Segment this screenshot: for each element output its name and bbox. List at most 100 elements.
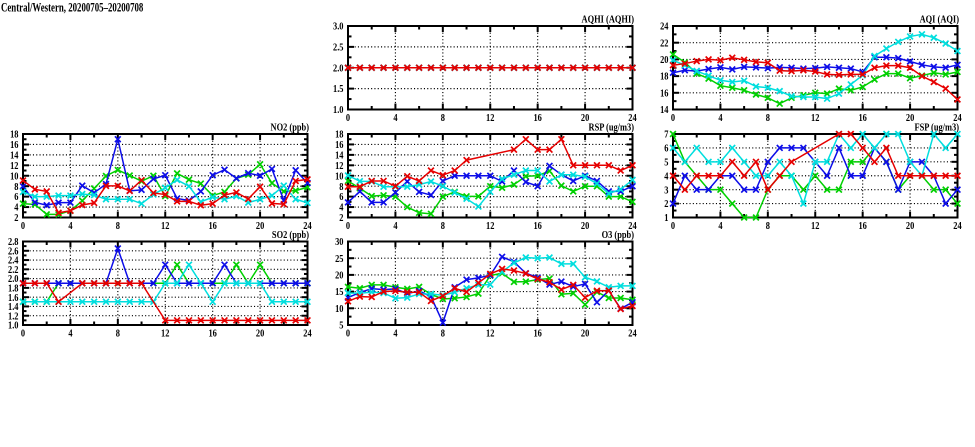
svg-text:0: 0 [21, 329, 25, 340]
svg-text:4: 4 [393, 221, 397, 232]
svg-text:12: 12 [161, 221, 170, 232]
svg-text:24: 24 [628, 329, 637, 340]
svg-text:RSP (ug/m3): RSP (ug/m3) [589, 122, 634, 134]
svg-text:8: 8 [441, 329, 445, 340]
svg-text:18: 18 [335, 130, 344, 141]
svg-text:24: 24 [628, 113, 637, 124]
svg-text:24: 24 [660, 22, 669, 33]
svg-text:16: 16 [208, 329, 217, 340]
svg-text:6: 6 [664, 144, 668, 155]
svg-text:20: 20 [906, 113, 915, 124]
svg-text:20: 20 [256, 221, 265, 232]
svg-text:1.5: 1.5 [333, 84, 344, 95]
svg-text:12: 12 [486, 329, 495, 340]
svg-text:8: 8 [116, 221, 120, 232]
svg-text:2: 2 [14, 213, 18, 224]
svg-text:24: 24 [953, 221, 962, 232]
svg-text:8: 8 [116, 329, 120, 340]
svg-text:2.5: 2.5 [333, 43, 344, 54]
svg-text:1: 1 [664, 213, 668, 224]
svg-text:16: 16 [208, 221, 217, 232]
svg-text:20: 20 [660, 55, 669, 66]
svg-text:16: 16 [335, 140, 344, 151]
svg-text:4: 4 [393, 113, 397, 124]
svg-text:16: 16 [858, 113, 867, 124]
svg-text:AQHI (AQHI): AQHI (AQHI) [582, 14, 634, 26]
svg-text:2: 2 [339, 213, 343, 224]
svg-text:4: 4 [718, 113, 722, 124]
svg-text:22: 22 [660, 39, 669, 50]
svg-text:14: 14 [10, 151, 19, 162]
svg-text:25: 25 [335, 254, 344, 265]
svg-text:8: 8 [339, 182, 343, 193]
svg-text:24: 24 [628, 221, 637, 232]
svg-text:3.0: 3.0 [333, 22, 344, 33]
svg-text:FSP (ug/m3): FSP (ug/m3) [914, 122, 959, 134]
svg-text:6: 6 [14, 192, 18, 203]
svg-text:O3 (ppb): O3 (ppb) [602, 229, 634, 241]
svg-text:NO2 (ppb): NO2 (ppb) [271, 122, 309, 134]
svg-text:4: 4 [68, 329, 72, 340]
svg-text:0: 0 [346, 113, 350, 124]
svg-text:3: 3 [664, 186, 668, 197]
svg-text:2.2: 2.2 [8, 265, 19, 276]
svg-text:30: 30 [335, 237, 344, 248]
svg-text:8: 8 [441, 113, 445, 124]
svg-text:20: 20 [581, 113, 590, 124]
svg-text:4: 4 [68, 221, 72, 232]
svg-text:20: 20 [906, 221, 915, 232]
svg-text:1.4: 1.4 [8, 302, 19, 313]
svg-text:2.6: 2.6 [8, 247, 19, 258]
svg-text:SO2 (ppb): SO2 (ppb) [272, 229, 309, 241]
svg-text:2.4: 2.4 [8, 256, 19, 267]
svg-text:10: 10 [335, 304, 344, 315]
svg-text:5: 5 [339, 321, 343, 332]
svg-text:Central/Western, 20200705–2020: Central/Western, 20200705–20200708 [1, 1, 144, 15]
svg-text:16: 16 [10, 140, 19, 151]
svg-text:2.8: 2.8 [8, 237, 19, 248]
svg-text:24: 24 [953, 113, 962, 124]
svg-text:12: 12 [486, 113, 495, 124]
svg-text:0: 0 [671, 221, 675, 232]
svg-text:6: 6 [339, 192, 343, 203]
svg-text:4: 4 [718, 221, 722, 232]
svg-text:14: 14 [660, 105, 669, 116]
svg-text:2.0: 2.0 [8, 274, 19, 285]
svg-text:10: 10 [335, 172, 344, 183]
svg-text:20: 20 [581, 329, 590, 340]
svg-text:8: 8 [14, 182, 18, 193]
svg-text:12: 12 [335, 161, 344, 172]
svg-text:18: 18 [660, 72, 669, 83]
svg-text:1.0: 1.0 [8, 321, 19, 332]
svg-text:0: 0 [346, 329, 350, 340]
svg-text:2.0: 2.0 [333, 64, 344, 75]
svg-text:1.2: 1.2 [8, 312, 19, 323]
svg-text:16: 16 [533, 329, 542, 340]
svg-text:1.0: 1.0 [333, 105, 344, 116]
svg-text:0: 0 [346, 221, 350, 232]
svg-text:5: 5 [664, 158, 668, 169]
svg-text:12: 12 [10, 161, 19, 172]
svg-text:20: 20 [581, 221, 590, 232]
svg-text:10: 10 [10, 172, 19, 183]
svg-text:18: 18 [10, 130, 19, 141]
svg-text:16: 16 [533, 221, 542, 232]
svg-text:7: 7 [664, 130, 668, 141]
svg-text:12: 12 [161, 329, 170, 340]
svg-text:2: 2 [664, 199, 668, 210]
svg-text:4: 4 [393, 329, 397, 340]
svg-text:8: 8 [766, 113, 770, 124]
svg-text:4: 4 [14, 203, 18, 214]
svg-text:12: 12 [486, 221, 495, 232]
svg-text:16: 16 [858, 221, 867, 232]
svg-text:1.8: 1.8 [8, 284, 19, 295]
svg-text:0: 0 [671, 113, 675, 124]
svg-text:16: 16 [660, 89, 669, 100]
svg-text:15: 15 [335, 287, 344, 298]
svg-text:12: 12 [811, 221, 820, 232]
svg-text:14: 14 [335, 151, 344, 162]
svg-text:12: 12 [811, 113, 820, 124]
svg-text:0: 0 [21, 221, 25, 232]
svg-text:20: 20 [256, 329, 265, 340]
svg-text:4: 4 [339, 203, 343, 214]
